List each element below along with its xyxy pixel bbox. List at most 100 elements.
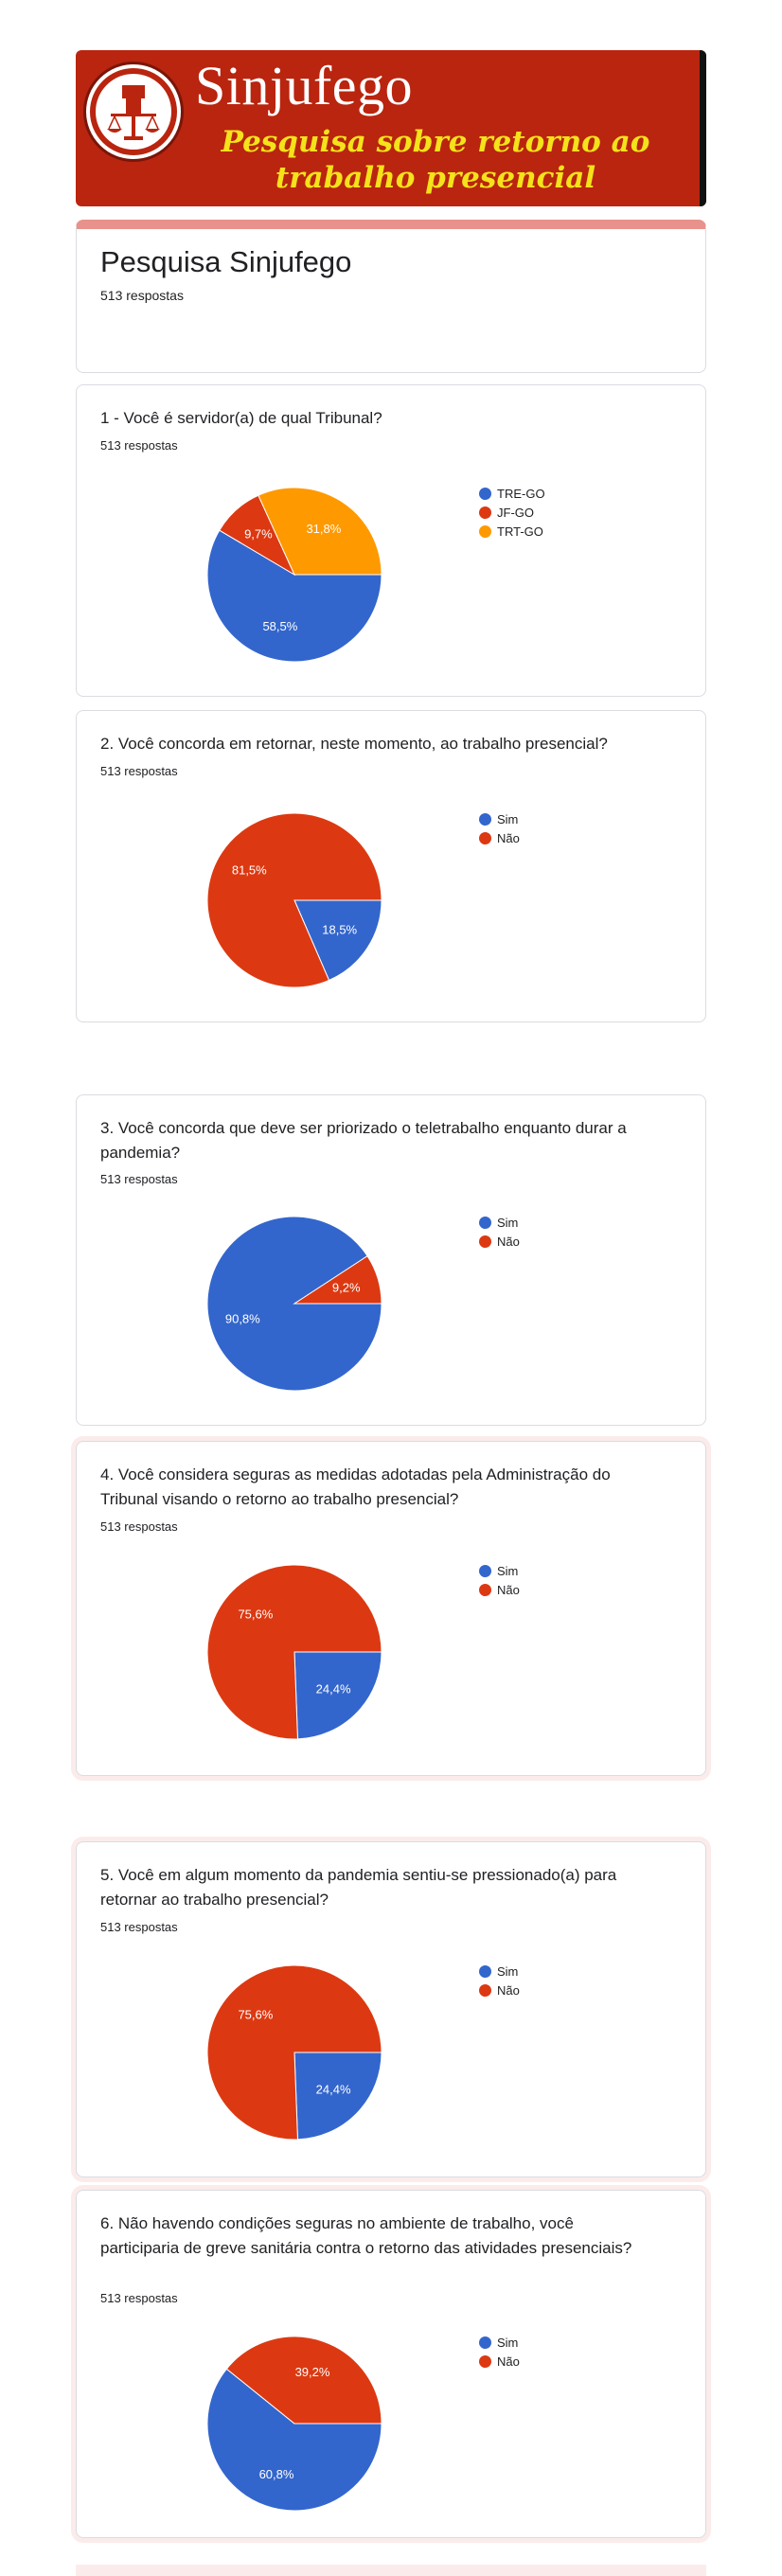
pie-chart: 90,8% 9,2% — [206, 1216, 382, 1392]
pie-chart: 24,4% 75,6% — [206, 1964, 382, 2141]
pie-label: 24,4% — [316, 1682, 351, 1697]
pie-label: 90,8% — [225, 1311, 260, 1325]
pie-slice-não — [206, 1564, 382, 1740]
legend-label: Sim — [497, 1563, 519, 1578]
legend-swatch — [479, 524, 491, 538]
legend-label: Sim — [497, 2335, 519, 2350]
chart-legend: TRE-GO JF-GO TRT-GO — [479, 484, 545, 541]
legend-item: Não — [479, 2352, 520, 2371]
pie-slice-sim — [293, 899, 382, 982]
legend-label: Sim — [497, 811, 519, 826]
chart-legend: Sim Não — [479, 1213, 520, 1251]
question-response-count: 513 respostas — [100, 764, 178, 778]
question-title: 2. Você concorda em retornar, neste mome… — [100, 735, 608, 753]
pie-label: 39,2% — [295, 2365, 330, 2379]
pie-label: 75,6% — [238, 1607, 273, 1621]
chart-legend: Sim Não — [479, 809, 520, 847]
banner-title: Sinjufego — [195, 55, 414, 116]
chart-legend: Sim Não — [479, 2333, 520, 2371]
question-card-2: 2. Você concorda em retornar, neste mome… — [76, 710, 706, 1022]
legend-swatch — [479, 1564, 491, 1577]
next-card-edge — [76, 2565, 706, 2576]
legend-item: Sim — [479, 1213, 520, 1232]
question-response-count: 513 respostas — [100, 2291, 178, 2305]
fist-scales-icon — [83, 62, 184, 162]
legend-label: JF-GO — [497, 505, 534, 520]
legend-item: Não — [479, 1580, 520, 1599]
question-title: 1 - Você é servidor(a) de qual Tribunal? — [100, 409, 382, 427]
pie-label: 9,7% — [244, 527, 273, 542]
pie-slice-não — [293, 1255, 382, 1305]
banner-subtitle-line1: Pesquisa sobre retorno ao — [221, 125, 650, 159]
pie-slice-sim — [206, 2368, 382, 2512]
chart-legend: Sim Não — [479, 1561, 520, 1599]
pie-slice-não — [225, 2336, 382, 2425]
legend-label: TRT-GO — [497, 524, 543, 539]
pie-label: 24,4% — [316, 2083, 351, 2097]
chart-legend: Sim Não — [479, 1962, 520, 1999]
pie-slice-sim — [293, 1651, 382, 1740]
legend-item: Não — [479, 1981, 520, 1999]
legend-label: Sim — [497, 1215, 519, 1230]
legend-label: Não — [497, 1234, 520, 1249]
legend-item: Sim — [479, 2333, 520, 2352]
legend-item: TRT-GO — [479, 522, 545, 541]
form-title: Pesquisa Sinjufego — [100, 245, 352, 278]
legend-swatch — [479, 2354, 491, 2368]
question-card-6: 6. Não havendo condições seguras no ambi… — [76, 2190, 706, 2538]
pie-label: 75,6% — [238, 2007, 273, 2021]
legend-label: Sim — [497, 1963, 519, 1979]
form-header-card: Pesquisa Sinjufego 513 respostas — [76, 220, 706, 373]
legend-swatch — [479, 831, 491, 844]
legend-item: Sim — [479, 809, 520, 828]
legend-item: Não — [479, 828, 520, 847]
legend-label: Não — [497, 2354, 520, 2369]
legend-swatch — [479, 812, 491, 826]
legend-swatch — [479, 506, 491, 519]
question-title: 6. Não havendo condições seguras no ambi… — [100, 2214, 632, 2257]
question-response-count: 513 respostas — [100, 1920, 178, 1934]
pie-chart: 18,5% 81,5% — [206, 812, 382, 988]
banner-subtitle-line2: trabalho presencial — [275, 161, 596, 195]
pie-label: 81,5% — [232, 863, 267, 878]
legend-item: Sim — [479, 1962, 520, 1981]
legend-swatch — [479, 487, 491, 500]
header-banner: Sinjufego Pesquisa sobre retorno ao trab… — [76, 50, 706, 206]
legend-swatch — [479, 1216, 491, 1229]
pie-label: 9,2% — [332, 1281, 361, 1295]
question-title: 4. Você considera seguras as medidas ado… — [100, 1466, 611, 1508]
legend-label: TRE-GO — [497, 486, 545, 501]
pie-slice-tre-go — [206, 529, 382, 663]
question-card-5: 5. Você em algum momento da pandemia sen… — [76, 1841, 706, 2177]
legend-swatch — [479, 1235, 491, 1248]
pie-slice-não — [206, 812, 382, 988]
legend-item: Não — [479, 1232, 520, 1251]
legend-label: Não — [497, 830, 520, 845]
legend-item: JF-GO — [479, 503, 545, 522]
banner-edge — [700, 50, 706, 206]
legend-swatch — [479, 2336, 491, 2349]
question-response-count: 513 respostas — [100, 1519, 178, 1534]
question-card-4: 4. Você considera seguras as medidas ado… — [76, 1441, 706, 1776]
pie-label: 60,8% — [259, 2467, 294, 2481]
question-title: 3. Você concorda que deve ser priorizado… — [100, 1119, 627, 1162]
legend-swatch — [479, 1583, 491, 1596]
legend-swatch — [479, 1983, 491, 1997]
legend-label: Não — [497, 1582, 520, 1597]
pie-slice-trt-go — [258, 487, 382, 576]
question-card-1: 1 - Você é servidor(a) de qual Tribunal?… — [76, 384, 706, 697]
banner-subtitle: Pesquisa sobre retorno ao trabalho prese… — [189, 124, 682, 196]
pie-label: 58,5% — [262, 619, 297, 633]
pie-label: 31,8% — [306, 522, 341, 536]
legend-item: TRE-GO — [479, 484, 545, 503]
question-card-3: 3. Você concorda que deve ser priorizado… — [76, 1094, 706, 1426]
pie-chart: 58,5% 9,7% 31,8% — [206, 487, 382, 663]
pie-slice-sim — [293, 2052, 382, 2141]
question-title: 5. Você em algum momento da pandemia sen… — [100, 1866, 617, 1909]
legend-label: Não — [497, 1982, 520, 1998]
pie-chart: 60,8% 39,2% — [206, 2336, 382, 2512]
legend-swatch — [479, 1964, 491, 1978]
question-response-count: 513 respostas — [100, 438, 178, 453]
form-response-count: 513 respostas — [100, 288, 184, 303]
pie-label: 18,5% — [322, 922, 357, 936]
